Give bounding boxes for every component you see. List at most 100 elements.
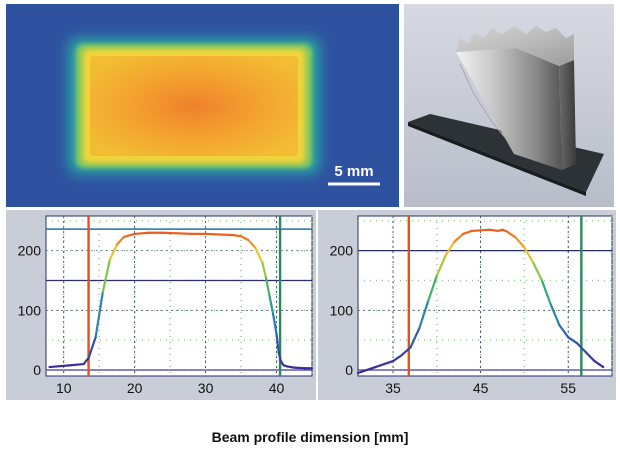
y-tick-label: 200 bbox=[330, 243, 354, 259]
block-side-face bbox=[559, 60, 576, 170]
profile-point bbox=[190, 233, 193, 235]
block-front-face bbox=[456, 48, 562, 170]
profile-point bbox=[233, 234, 235, 237]
profile-point bbox=[567, 336, 570, 339]
profile-point bbox=[435, 274, 438, 277]
profile-point bbox=[549, 303, 552, 306]
profile-segment bbox=[549, 303, 561, 327]
profile-segment bbox=[271, 312, 278, 336]
profile-point bbox=[240, 235, 242, 238]
profile-point bbox=[357, 372, 359, 374]
profile-segment bbox=[470, 229, 482, 233]
profile-point bbox=[392, 360, 394, 362]
profile-segment bbox=[82, 356, 90, 366]
profile-segment bbox=[575, 342, 587, 354]
profile-segment bbox=[391, 354, 403, 363]
profile-point bbox=[176, 232, 179, 235]
profile-segment bbox=[101, 258, 111, 294]
profile-point bbox=[69, 364, 72, 367]
profile-point bbox=[374, 366, 377, 368]
profile-point bbox=[523, 246, 526, 249]
profile-segment bbox=[247, 238, 257, 249]
profile-point bbox=[418, 327, 421, 330]
profile-point bbox=[116, 243, 118, 246]
profile-segment bbox=[218, 233, 236, 237]
profile-point bbox=[488, 228, 491, 231]
profile-point bbox=[162, 231, 164, 234]
profile-point bbox=[584, 351, 587, 354]
profile-point bbox=[514, 236, 517, 239]
profile-segment bbox=[444, 240, 456, 257]
surface-ridge-line bbox=[459, 63, 513, 147]
base-plate bbox=[408, 114, 604, 192]
profile-point bbox=[497, 230, 500, 232]
profile-point bbox=[293, 366, 296, 369]
profile-segment bbox=[268, 294, 275, 315]
profile-curve bbox=[48, 231, 314, 370]
profile-point bbox=[218, 233, 221, 236]
profile-segment bbox=[567, 336, 579, 345]
y-tick-label: 100 bbox=[330, 302, 354, 318]
profile-point bbox=[576, 342, 578, 345]
y-tick-label: 0 bbox=[345, 362, 353, 378]
profile-point bbox=[501, 228, 504, 231]
profile-segment bbox=[94, 291, 104, 339]
x-tick-label: 55 bbox=[560, 380, 576, 396]
profile-point bbox=[282, 364, 285, 367]
profile-segment bbox=[426, 274, 438, 303]
profile-point bbox=[247, 238, 250, 241]
profile-point bbox=[593, 360, 596, 362]
x-tick-label: 20 bbox=[127, 380, 143, 396]
profile-segment bbox=[479, 228, 491, 232]
profile-segment bbox=[204, 232, 221, 236]
profile-segment bbox=[532, 261, 544, 282]
profile-segment bbox=[108, 243, 119, 261]
profile-point bbox=[123, 235, 125, 238]
profile-point bbox=[532, 261, 535, 264]
beam-profile-left: 10 20 30 40 0 100 200 bbox=[6, 210, 316, 400]
profile-segment bbox=[293, 366, 307, 370]
profile-segment bbox=[69, 362, 85, 367]
x-tick-label: 40 bbox=[269, 380, 285, 396]
profile-point bbox=[602, 366, 605, 368]
profile-segment bbox=[488, 228, 500, 233]
plot-area bbox=[45, 215, 313, 377]
profile-segment bbox=[133, 231, 150, 236]
x-tick-label: 30 bbox=[198, 380, 214, 396]
profile-point bbox=[505, 230, 508, 233]
profile-segment bbox=[374, 359, 395, 369]
edge-markers bbox=[87, 216, 282, 376]
profile-segment bbox=[453, 232, 465, 243]
profile-segment bbox=[540, 279, 552, 306]
profile-point bbox=[286, 365, 289, 368]
y-tick-label: 200 bbox=[18, 243, 42, 259]
profile-segment bbox=[264, 276, 271, 297]
profile-segment bbox=[435, 254, 447, 277]
profile-segment bbox=[593, 359, 605, 369]
profile-point bbox=[48, 366, 51, 368]
profile-segment bbox=[239, 235, 250, 241]
beam-speckle bbox=[90, 56, 298, 156]
x-tick-label: 45 bbox=[473, 380, 489, 396]
profile-segment bbox=[462, 229, 473, 236]
profile-point bbox=[133, 233, 136, 235]
profile-point bbox=[254, 246, 257, 249]
profile-point bbox=[479, 229, 482, 232]
beam-intensity-map: 5 mm bbox=[6, 4, 399, 207]
profile-point bbox=[101, 291, 104, 294]
profile-segment bbox=[418, 300, 430, 330]
profile-point bbox=[558, 324, 561, 327]
profile-point bbox=[409, 346, 412, 349]
x-tick-label: 35 bbox=[385, 380, 401, 396]
scale-bar-label: 5 mm bbox=[334, 163, 373, 180]
profile-point bbox=[462, 233, 465, 235]
plot-area bbox=[357, 215, 613, 377]
profile-segment bbox=[87, 336, 97, 360]
profile-segment bbox=[122, 232, 136, 238]
profile-point bbox=[94, 336, 97, 339]
profile-segment bbox=[514, 236, 526, 249]
profile-point bbox=[453, 240, 456, 243]
profile-point bbox=[470, 230, 473, 232]
profile-segment bbox=[261, 261, 267, 279]
profile-point bbox=[87, 357, 90, 359]
